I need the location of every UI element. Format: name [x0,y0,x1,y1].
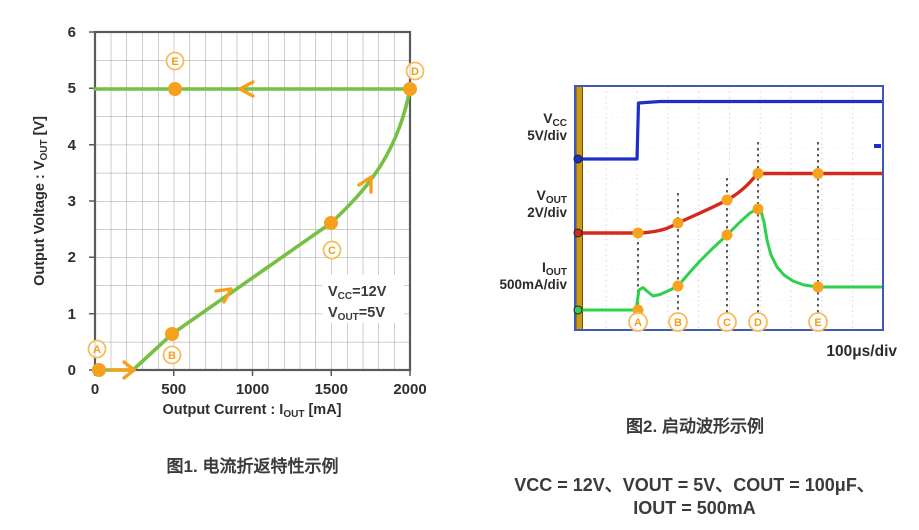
badge-C-letter: C [328,245,336,257]
scope-grid [575,86,883,330]
scope-badge-A-letter: A [634,317,642,329]
ytick-5: 5 [68,80,76,97]
dot-B-iout [672,280,684,292]
scope-badge-C-letter: C [723,317,731,329]
xtick-500: 500 [161,381,186,398]
ytick-0: 0 [68,362,76,379]
scope-badge-E [808,312,828,332]
scope-left-bar [576,87,583,329]
xtick-1000: 1000 [236,381,269,398]
scope-badge-A [628,312,648,332]
flow-arrow-up-mid-icon [214,287,233,304]
figure1-caption: 图1. 电流折返特性示例 [166,457,339,476]
badge-A-letter: A [93,344,101,356]
badge-B-letter: B [168,350,176,362]
vcc-scale: 5V/div [527,128,567,143]
badge-D [405,61,425,81]
iout-scale: 500mA/div [499,277,567,292]
vout-trace [577,171,882,235]
ytick-4: 4 [68,137,77,154]
badge-C [322,240,342,260]
vout-scale: 2V/div [527,205,567,220]
badge-E-letter: E [171,56,178,68]
vout-channel-marker [573,228,583,238]
xtick-2000: 2000 [393,381,426,398]
flow-arrow-right-icon [108,360,136,380]
vcc-trace [577,99,882,161]
ytick-3: 3 [68,193,76,210]
dot-A-vout [632,227,644,239]
figure2-conditions: VCC = 12V、VOUT = 5V、COUT = 100μF、 IOUT =… [470,474,919,520]
dot-E-iout [812,281,824,293]
fig1-annotation-line1: VCC=12V [328,284,387,302]
iout-channel-marker [573,305,583,315]
xtick-0: 0 [91,381,99,398]
badge-D-letter: D [411,66,419,78]
flow-arrow-left-icon [238,80,255,98]
scope-badge-D-letter: D [754,317,762,329]
fig1-flow-arrows [108,80,373,380]
dot-C [324,216,338,230]
scope-badge-E-letter: E [814,317,821,329]
fig1-data-point-dots [92,82,417,377]
trigger-level-tick [874,144,881,148]
flow-arrow-up-steep-icon [357,175,373,194]
fig1-y-tick-labels: 6 5 4 3 2 1 0 [68,24,77,379]
dot-E-vout [812,168,824,179]
badge-B [162,345,182,365]
dot-D-iout [752,203,764,215]
iout-trace [577,207,882,312]
ytick-2: 2 [68,249,76,266]
scope-badge-B [668,312,688,332]
scope-channel-markers [573,154,583,315]
ytick-6: 6 [68,24,76,41]
fig1-annotation-box [322,275,404,323]
dot-C-vout [721,194,733,206]
dot-B-vout [672,217,684,229]
scope-badge-D [748,312,768,332]
vcc-channel-marker [573,154,583,164]
fig1-y-axis-title: Output Voltage : VOUT [V] [32,116,50,286]
time-scale-label: 100μs/div [826,343,897,360]
fig1-point-badges: A B C D E [87,51,425,365]
dot-A [92,363,106,377]
badge-A [87,339,107,359]
dot-E [168,82,182,96]
dot-D [403,82,417,96]
figure2-caption: 图2. 启动波形示例 [626,417,764,436]
fig1-x-tick-labels: 0 500 1000 1500 2000 [91,381,427,398]
conditions-line1: VCC = 12V、VOUT = 5V、COUT = 100μF、 [514,475,875,495]
fig1-annotation-line2: VOUT=5V [328,305,385,323]
scope-channel-labels: VCC 5V/div VOUT 2V/div IOUT 500mA/div [499,110,567,292]
vcc-label: VCC [543,110,567,129]
badge-E [165,51,185,71]
figure2-scope-chart: A B C D E VCC 5V/div VOUT 2V/div IOUT 50… [499,85,897,360]
vout-label: VOUT [537,187,567,206]
ytick-1: 1 [68,306,76,323]
xtick-1500: 1500 [315,381,348,398]
dot-D-vout [752,168,764,179]
dot-B [165,327,179,341]
scope-badge-B-letter: B [674,317,682,329]
iout-label: IOUT [542,259,567,278]
figure1-foldback-chart: VCC=12V VOUT=5V A B C D E 6 5 4 [32,24,427,420]
scope-point-badges: A B C D E [628,312,828,332]
dot-C-iout [721,229,733,241]
conditions-line2: IOUT = 500mA [633,498,756,518]
fig1-x-axis-title: Output Current : IOUT [mA] [163,402,342,420]
scope-badge-C [717,312,737,332]
